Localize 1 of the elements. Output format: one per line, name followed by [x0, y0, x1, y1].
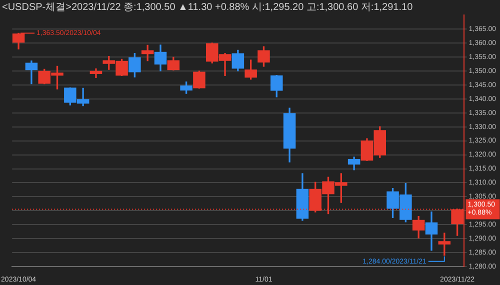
chart-title: <USDSP-체결>2023/11/22 종:1,300.50 ▲11.30 +0.88% 시:1,295.20 고:1,300.60 저:1,291.10 — [2, 2, 414, 13]
